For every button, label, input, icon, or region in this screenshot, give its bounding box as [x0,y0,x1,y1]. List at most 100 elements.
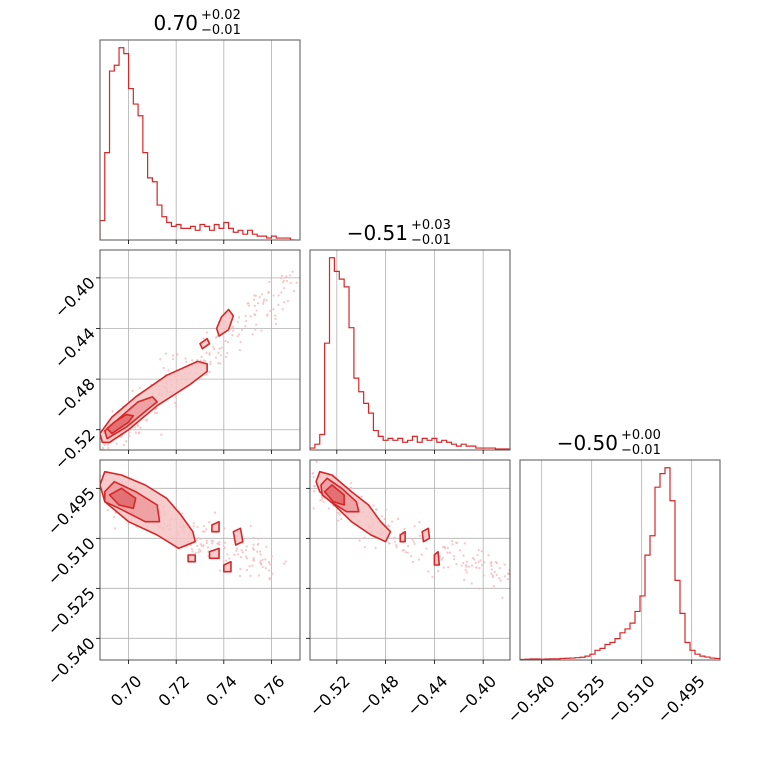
scatter-point [238,316,241,319]
scatter-point [253,298,256,301]
scatter-point [374,546,377,549]
scatter-point [189,544,192,547]
scatter-point [380,515,383,518]
scatter-point [103,443,106,446]
scatter-point [93,484,95,486]
scatter-point [313,484,316,488]
scatter-point [313,490,316,493]
scatter-point [418,534,421,537]
scatter-point [191,550,194,553]
scatter-point [185,360,188,363]
scatter-point [470,564,474,567]
scatter-point [257,537,260,540]
hist-2-histogram-step [310,257,510,450]
scatter-point [257,574,260,577]
scatter-point [175,404,178,408]
scatter-point [267,561,271,564]
scatter-point [413,525,416,528]
scatter-point [249,574,252,577]
scatter-point [206,546,210,549]
scatter-3-1-contour-inner-2 [108,487,137,510]
scatter-3-1-contour-outer-4 [232,527,244,546]
scatter-point [473,558,476,561]
scatter-point [336,519,340,522]
scatter-point [218,569,222,572]
scatter-point [239,340,242,343]
scatter-point [245,568,249,572]
scatter-point [92,422,94,424]
scatter-point [261,565,264,569]
scatter-point [506,577,510,581]
scatter-point [404,551,407,554]
scatter-2-1-ytick-label-2: −0.48 [51,374,99,422]
scatter-point [311,472,314,475]
scatter-point [228,557,231,560]
scatter-point [520,587,522,589]
scatter-point [383,517,386,521]
scatter-3-1-contour-outer-3 [211,520,220,533]
scatter-point [217,542,220,545]
scatter-point [145,418,149,421]
scatter-point [315,460,318,463]
scatter-point [269,309,272,312]
scatter-point [199,537,202,540]
scatter-point [465,571,468,574]
scatter-3-1-xtick-label-2: 0.74 [202,672,241,711]
scatter-3-1-xtick-label-0: 0.70 [107,672,146,711]
scatter-point [200,355,203,359]
scatter-point [219,362,222,365]
scatter-point [363,536,366,539]
scatter-3-2-xtick-label-2: −0.44 [403,672,451,720]
scatter-point [159,358,162,361]
scatter-point [217,351,220,354]
scatter-point [259,559,262,562]
scatter-point [274,322,277,326]
scatter-point [258,296,261,299]
scatter-point [106,443,110,446]
scatter-point [244,325,247,328]
scatter-point [240,548,243,552]
scatter-point [191,359,194,362]
scatter-point [450,540,454,543]
scatter-point [471,556,474,560]
scatter-point [251,333,254,336]
scatter-point [255,323,258,326]
scatter-point [390,520,394,523]
scatter-point [259,553,262,556]
scatter-point [253,294,256,297]
scatter-point [214,336,218,339]
scatter-point [319,499,322,502]
scatter-point [291,270,294,273]
scatter-point [260,329,263,332]
scatter-point [196,544,199,547]
scatter-point [470,582,473,585]
scatter-point [462,561,465,565]
scatter-3-1-xtick-label-1: 0.72 [155,672,194,711]
scatter-point [501,596,504,599]
scatter-point [514,591,516,593]
scatter-point [245,545,248,548]
scatter-point [490,564,493,567]
scatter-point [134,426,137,429]
scatter-point [205,373,208,376]
scatter-point [209,360,212,363]
scatter-point [154,408,157,411]
scatter-point [262,300,265,303]
scatter-point [453,555,456,558]
scatter-point [211,539,215,543]
scatter-point [254,328,257,331]
scatter-point [110,454,112,456]
scatter-point [138,386,141,389]
scatter-point [224,355,227,358]
scatter-point [413,542,416,545]
hist-1-title-value: 0.70 [153,11,198,35]
scatter-2-1-contour-inner-2 [106,413,135,435]
scatter-point [94,481,96,483]
scatter-point [212,345,215,348]
scatter-point [254,313,257,317]
scatter-point [363,545,367,549]
scatter-point [134,431,137,434]
scatter-point [223,527,226,530]
scatter-point [393,540,396,543]
scatter-point [283,562,286,565]
